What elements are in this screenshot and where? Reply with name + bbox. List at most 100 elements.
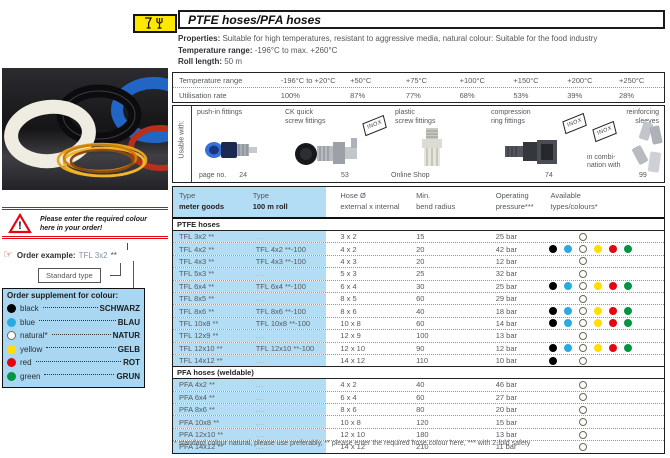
hose-diameter: 5 x 3 xyxy=(340,269,357,279)
hose-diameter: 12 x 9 xyxy=(340,331,361,341)
colour-supplement-box: Order supplement for colour: black SCHWAR… xyxy=(2,288,145,388)
operating-pressure: 25 bar xyxy=(495,281,518,291)
order-example-label: Order example: xyxy=(16,250,76,260)
type-meter-goods: TFL 10x8 ** xyxy=(173,317,247,330)
available-colours xyxy=(545,416,664,427)
type-meter-goods: TFL 5x3 ** xyxy=(173,268,247,280)
reinforcing-sleeves-image xyxy=(632,121,663,173)
hose-diameter: 3 x 2 xyxy=(340,232,357,242)
fitting-item-ck-quick: CK quick screw fittings INOX 53 xyxy=(285,106,388,182)
temp-value: +100°C xyxy=(459,75,485,85)
product-photo xyxy=(2,68,168,190)
natural-colour-dot xyxy=(578,418,587,427)
table-row: TFL 14x12 **... 14 x 12 110 10 bar xyxy=(173,353,664,367)
min-bend-radius: 25 xyxy=(416,269,425,279)
divider xyxy=(2,209,168,210)
green-colour-dot xyxy=(7,371,16,381)
temp-table-row: Temperature range -196°C to +20°C +50°C +75… xyxy=(173,73,664,88)
properties-text: Suitable for high temperatures, resistan… xyxy=(220,34,598,43)
colour-row: black SCHWARZ xyxy=(7,302,140,316)
table-row: PFA 12x10 **... 12 x 10 180 13 bar xyxy=(173,427,664,441)
min-bend-radius: 60 xyxy=(416,392,425,402)
temp-value: 87% xyxy=(350,90,366,100)
hose-diameter: 14 x 12 xyxy=(340,356,365,366)
colour-name-en: green xyxy=(20,371,41,381)
usable-with-panel: Usable with: push-in fittings page no. 24… xyxy=(172,105,665,183)
min-bend-radius: 40 xyxy=(416,306,425,316)
temperature-range-line: Temperature range: -196°C to max. +260°C xyxy=(178,45,667,57)
operating-pressure: 18 bar xyxy=(495,306,518,316)
fitting-item-sleeves: reinforcing sleeves INOX in combi- nation… xyxy=(581,106,665,182)
type-100m-roll: TFL 10x8 **-100 xyxy=(246,317,327,330)
available-colours xyxy=(545,256,664,267)
header-operating-pressure: Operating pressure*** xyxy=(495,191,534,211)
natural-colour-dot xyxy=(578,257,587,266)
available-colours xyxy=(545,379,664,390)
colour-box-title: Order supplement for colour: xyxy=(7,291,119,300)
dot-leader xyxy=(51,333,111,335)
operating-pressure: 46 bar xyxy=(495,380,518,390)
red-colour-dot xyxy=(608,344,617,353)
temp-value: 68% xyxy=(459,90,475,100)
hose-diameter: 8 x 5 xyxy=(340,294,357,304)
fitting-name-line2: screw fittings xyxy=(285,117,326,125)
available-colours xyxy=(545,318,664,329)
table-row: TFL 12x10 ** TFL 12x10 **-100 12 x 10 90 12 … xyxy=(173,341,664,354)
type-100m-roll: ... xyxy=(246,404,327,416)
operating-pressure: 12 bar xyxy=(495,256,518,266)
natural-colour-dot xyxy=(578,269,587,278)
warning-line2: here in your order! xyxy=(40,224,103,232)
min-bend-radius: 210 xyxy=(416,442,429,452)
footnote: * standard colour natural, please use pr… xyxy=(174,440,531,447)
black-colour-dot xyxy=(548,319,557,328)
hose-diameter: 4 x 2 xyxy=(340,244,357,254)
operating-pressure: 12 bar xyxy=(495,343,518,353)
min-bend-radius: 20 xyxy=(416,256,425,266)
min-bend-radius: 60 xyxy=(416,318,425,328)
dot-leader xyxy=(42,306,98,308)
temp-value: -196°C to +20°C xyxy=(280,75,336,85)
table-row: TFL 5x3 **... 5 x 3 25 32 bar xyxy=(173,267,664,280)
ck-quick-fitting-image xyxy=(295,138,357,165)
min-bend-radius: 60 xyxy=(416,294,425,304)
type-meter-goods: TFL 14x12 ** xyxy=(173,354,247,367)
min-bend-radius: 180 xyxy=(416,430,429,440)
colour-name-en: blue xyxy=(20,317,36,327)
min-bend-radius: 20 xyxy=(416,244,425,254)
dot-leader xyxy=(35,360,122,362)
type-100m-roll: ... xyxy=(246,292,327,305)
fitting-name-line2: sleeves xyxy=(635,117,659,125)
standard-type-callout: Standard type xyxy=(38,268,101,283)
warning-box: ! Please enter the required colour here … xyxy=(2,207,168,239)
colour-name-de: ROT xyxy=(123,358,140,368)
type-100m-roll: ... xyxy=(246,441,327,453)
available-colours xyxy=(545,243,664,254)
online-shop-link[interactable]: Online Shop xyxy=(391,171,430,179)
table-row: TFL 8x6 ** TFL 8x6 **-100 8 x 6 40 18 bar xyxy=(173,304,664,317)
type-100m-roll: TFL 6x4 **-100 xyxy=(246,280,327,292)
type-100m-roll: ... xyxy=(246,330,327,342)
colour-row: red ROT xyxy=(7,356,140,370)
type-100m-roll: TFL 12x10 **-100 xyxy=(246,342,327,354)
page-ref-label: page no. xyxy=(199,171,227,179)
colour-row: natural* NATUR xyxy=(7,329,140,343)
table-row: PFA 14x12 **... 14 x 12 210 11 bar xyxy=(173,440,664,453)
hose-diameter: 6 x 4 xyxy=(340,281,357,291)
natural-colour-dot xyxy=(578,380,587,389)
natural-colour-dot xyxy=(578,331,587,340)
table-row: PFA 6x4 **... 6 x 4 60 27 bar xyxy=(173,390,664,404)
temp-row-label: Utilisation rate xyxy=(179,90,227,100)
min-bend-radius: 30 xyxy=(416,281,425,291)
colour-name-de: GRUN xyxy=(116,371,140,381)
type-100m-roll: TFL 4x2 **-100 xyxy=(246,243,327,255)
yellow-colour-dot xyxy=(593,282,602,291)
colour-name-de: GELB xyxy=(117,344,140,354)
red-colour-dot xyxy=(7,358,16,368)
yellow-colour-dot xyxy=(593,307,602,316)
operating-pressure: 14 bar xyxy=(495,318,518,328)
min-bend-radius: 80 xyxy=(416,405,425,415)
min-bend-radius: 15 xyxy=(416,232,425,242)
roll-length-text: 50 m xyxy=(222,57,243,66)
colour-name-de: SCHWARZ xyxy=(99,304,140,314)
